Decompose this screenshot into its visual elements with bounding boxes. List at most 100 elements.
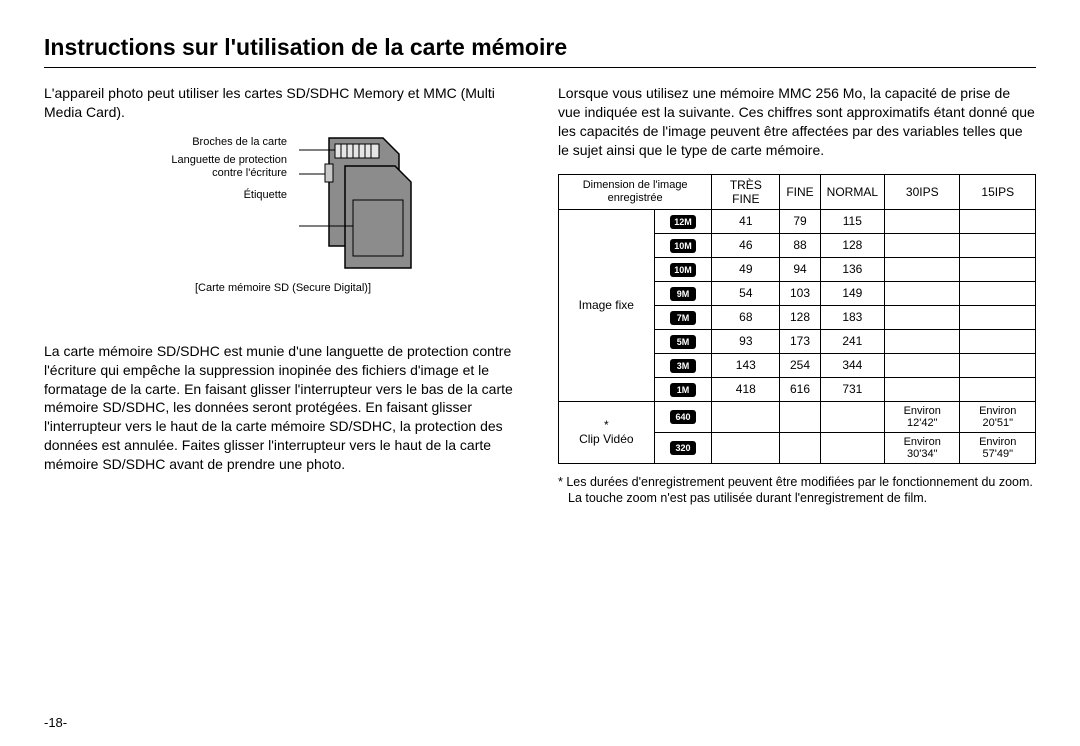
table-cell: 88 bbox=[780, 233, 820, 257]
label-label-area: Étiquette bbox=[244, 189, 287, 203]
header-normal: NORMAL bbox=[820, 174, 884, 209]
right-intro: Lorsque vous utilisez une mémoire MMC 25… bbox=[558, 84, 1036, 160]
table-cell bbox=[885, 329, 960, 353]
table-cell: 9M bbox=[654, 281, 712, 305]
table-cell: 54 bbox=[712, 281, 780, 305]
header-fine: FINE bbox=[780, 174, 820, 209]
label-write-protect-tab: Languette de protection contre l'écritur… bbox=[147, 154, 287, 182]
table-cell bbox=[885, 305, 960, 329]
table-cell: 7M bbox=[654, 305, 712, 329]
two-column-layout: L'appareil photo peut utiliser les carte… bbox=[44, 84, 1036, 507]
capacity-table: Dimension de l'image enregistrée TRÈS FI… bbox=[558, 174, 1036, 464]
size-badge: 12M bbox=[670, 215, 696, 229]
table-cell bbox=[885, 209, 960, 233]
table-cell: 640 bbox=[654, 401, 712, 432]
table-row: *Clip Vidéo640Environ 12'42"Environ 20'5… bbox=[559, 401, 1036, 432]
table-cell: 103 bbox=[780, 281, 820, 305]
table-cell: 173 bbox=[780, 329, 820, 353]
page-title: Instructions sur l'utilisation de la car… bbox=[44, 34, 1036, 61]
table-cell bbox=[960, 377, 1036, 401]
table-cell bbox=[820, 401, 884, 432]
table-cell bbox=[885, 377, 960, 401]
sd-card-diagram: Broches de la carte Languette de protect… bbox=[44, 136, 522, 294]
size-badge: 3M bbox=[670, 359, 696, 373]
table-header-row: Dimension de l'image enregistrée TRÈS FI… bbox=[559, 174, 1036, 209]
table-cell: Environ 57'49" bbox=[960, 432, 1036, 463]
size-badge: 1M bbox=[670, 383, 696, 397]
table-cell bbox=[712, 432, 780, 463]
table-cell: 10M bbox=[654, 257, 712, 281]
table-cell: 68 bbox=[712, 305, 780, 329]
label-pins: Broches de la carte bbox=[192, 136, 287, 150]
right-column: Lorsque vous utilisez une mémoire MMC 25… bbox=[558, 84, 1036, 507]
table-cell: Environ 30'34" bbox=[885, 432, 960, 463]
table-cell: 241 bbox=[820, 329, 884, 353]
header-dimension: Dimension de l'image enregistrée bbox=[559, 174, 712, 209]
left-column: L'appareil photo peut utiliser les carte… bbox=[44, 84, 522, 507]
table-cell bbox=[960, 353, 1036, 377]
table-cell: 128 bbox=[820, 233, 884, 257]
table-cell bbox=[885, 257, 960, 281]
sd-card-icon bbox=[299, 136, 419, 276]
header-tresfine: TRÈS FINE bbox=[712, 174, 780, 209]
table-cell: 41 bbox=[712, 209, 780, 233]
table-cell: 49 bbox=[712, 257, 780, 281]
table-cell bbox=[820, 432, 884, 463]
table-cell: 5M bbox=[654, 329, 712, 353]
size-badge: 5M bbox=[670, 335, 696, 349]
footnote-line-1: * Les durées d'enregistrement peuvent êt… bbox=[558, 474, 1036, 491]
table-cell: 115 bbox=[820, 209, 884, 233]
table-cell bbox=[780, 401, 820, 432]
table-cell bbox=[885, 353, 960, 377]
page-number: -18- bbox=[44, 715, 67, 730]
table-cell bbox=[960, 233, 1036, 257]
table-cell: 149 bbox=[820, 281, 884, 305]
table-cell: 143 bbox=[712, 353, 780, 377]
table-cell bbox=[960, 281, 1036, 305]
table-cell: 418 bbox=[712, 377, 780, 401]
table-cell: 94 bbox=[780, 257, 820, 281]
row-group-clip: *Clip Vidéo bbox=[559, 401, 655, 463]
table-cell bbox=[960, 305, 1036, 329]
title-rule bbox=[44, 67, 1036, 68]
table-cell: 3M bbox=[654, 353, 712, 377]
table-cell: 10M bbox=[654, 233, 712, 257]
diagram-labels: Broches de la carte Languette de protect… bbox=[147, 136, 287, 203]
left-paragraph-2: La carte mémoire SD/SDHC est munie d'une… bbox=[44, 342, 522, 474]
size-badge: 9M bbox=[670, 287, 696, 301]
diagram-caption: [Carte mémoire SD (Secure Digital)] bbox=[195, 282, 371, 294]
table-row: Image fixe12M4179115 bbox=[559, 209, 1036, 233]
table-cell: 93 bbox=[712, 329, 780, 353]
table-cell: 136 bbox=[820, 257, 884, 281]
table-cell: 79 bbox=[780, 209, 820, 233]
table-cell: Environ 12'42" bbox=[885, 401, 960, 432]
table-cell bbox=[712, 401, 780, 432]
table-cell: 731 bbox=[820, 377, 884, 401]
table-cell: 320 bbox=[654, 432, 712, 463]
size-badge: 10M bbox=[670, 239, 696, 253]
table-cell: 12M bbox=[654, 209, 712, 233]
size-badge: 320 bbox=[670, 441, 696, 455]
size-badge: 640 bbox=[670, 410, 696, 424]
header-15ips: 15IPS bbox=[960, 174, 1036, 209]
size-badge: 7M bbox=[670, 311, 696, 325]
size-badge: 10M bbox=[670, 263, 696, 277]
table-cell: Environ 20'51" bbox=[960, 401, 1036, 432]
table-cell: 344 bbox=[820, 353, 884, 377]
table-cell: 254 bbox=[780, 353, 820, 377]
footnote: * Les durées d'enregistrement peuvent êt… bbox=[558, 474, 1036, 508]
table-cell bbox=[780, 432, 820, 463]
table-cell bbox=[885, 281, 960, 305]
table-cell: 46 bbox=[712, 233, 780, 257]
table-cell bbox=[960, 329, 1036, 353]
row-group-image: Image fixe bbox=[559, 209, 655, 401]
table-cell: 616 bbox=[780, 377, 820, 401]
table-cell: 183 bbox=[820, 305, 884, 329]
header-30ips: 30IPS bbox=[885, 174, 960, 209]
table-cell bbox=[960, 209, 1036, 233]
table-cell bbox=[885, 233, 960, 257]
footnote-line-2: La touche zoom n'est pas utilisée durant… bbox=[558, 490, 1036, 507]
table-cell bbox=[960, 257, 1036, 281]
page: Instructions sur l'utilisation de la car… bbox=[0, 0, 1080, 746]
table-cell: 1M bbox=[654, 377, 712, 401]
